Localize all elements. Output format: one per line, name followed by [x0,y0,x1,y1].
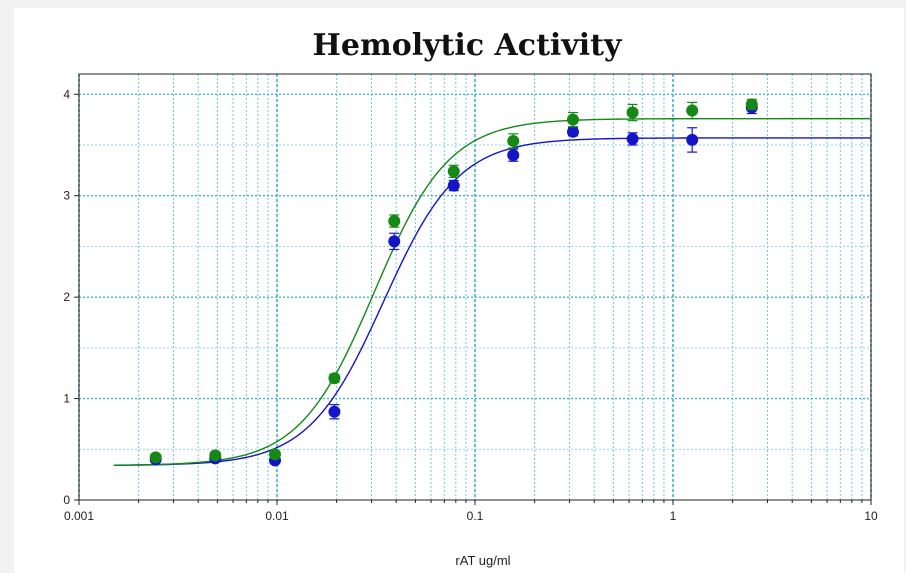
fit-curves [113,117,871,466]
y-tick-label: 2 [63,290,70,304]
data-point-series-2 [268,448,281,461]
data-point-series-2 [328,372,341,385]
data-point-series-2 [686,104,699,117]
y-tick-label: 3 [63,189,70,203]
data-point-series-1 [328,405,341,418]
x-tick-label: 0.01 [265,509,289,523]
fit-curve-series-1 [113,137,871,466]
data-point-series-1 [626,132,639,145]
data-point-series-1 [447,179,460,192]
hemolytic-activity-chart: Hemolytic Activity 0.001 0.01 0.1 1 1001234 … [63,28,878,568]
data-point-series-2 [566,113,579,126]
x-tick-label: 0.1 [467,509,484,523]
data-point-series-2 [745,98,758,111]
data-point-series-2 [149,451,162,464]
data-points [149,98,758,467]
data-point-series-2 [388,215,401,228]
data-point-series-2 [507,134,520,147]
data-point-series-1 [388,235,401,248]
data-point-series-1 [507,149,520,162]
chart-title: Hemolytic Activity [313,28,623,63]
axes: 0.001 0.01 0.1 1 10 0 1 2 3 4 [63,73,878,523]
chart-panel: Hemolytic Activity 0.001 0.01 0.1 1 10 0 1 2 3 4 … [14,8,904,573]
y-tick-label: 4 [63,87,70,101]
x-axis-label: rAT ug/ml [455,553,510,568]
y-tick-label: 0 [63,493,70,507]
y-tick-label: 1 [63,392,70,406]
fit-curve-series-2 [113,117,871,466]
data-point-series-2 [626,106,639,119]
data-point-series-1 [686,133,699,146]
data-point-series-2 [447,165,460,178]
data-point-series-2 [209,449,222,462]
x-tick-label: 10 [864,509,878,523]
x-tick-label: 1 [670,509,677,523]
data-point-series-1 [566,125,579,138]
x-tick-label: 0.001 [64,509,94,523]
